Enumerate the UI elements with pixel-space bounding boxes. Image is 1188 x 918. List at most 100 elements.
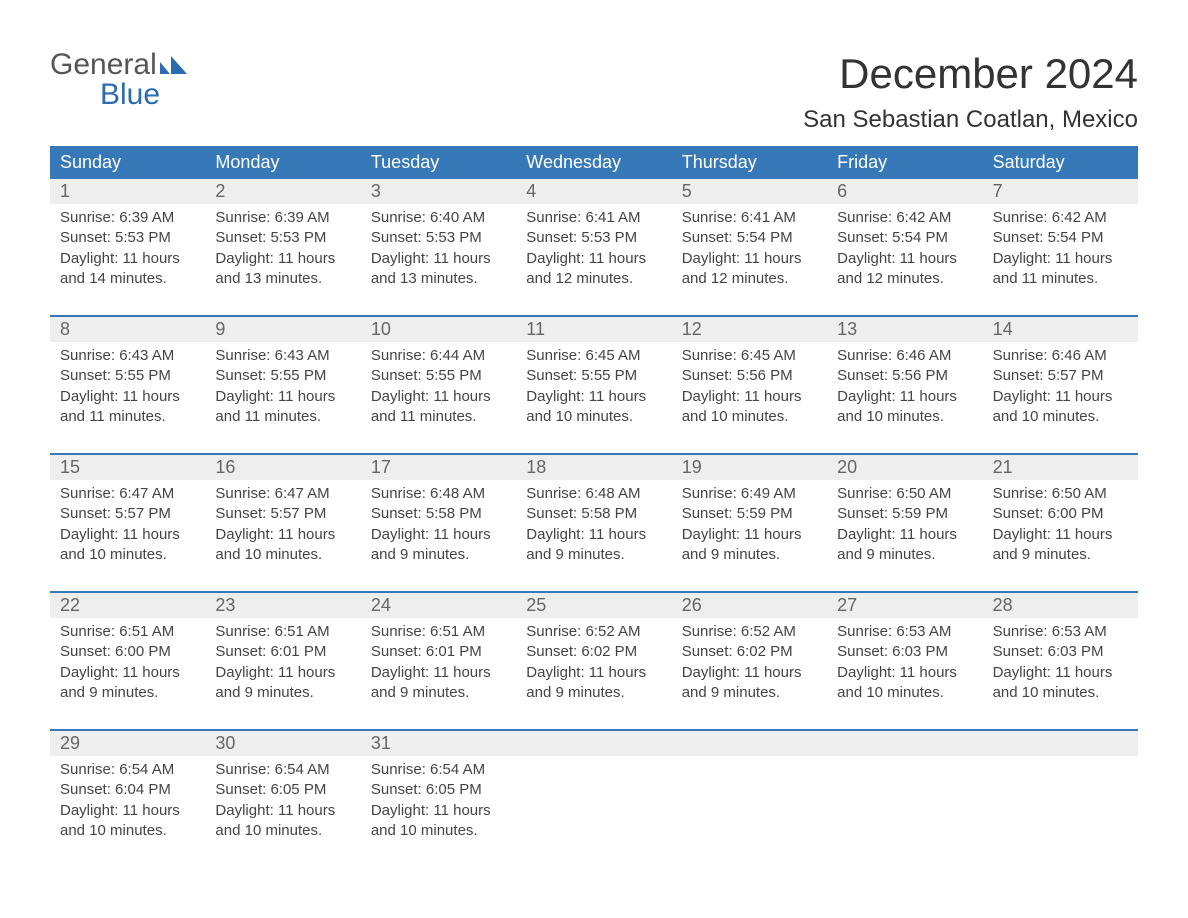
day-cell: Sunrise: 6:44 AMSunset: 5:55 PMDaylight:…: [361, 342, 516, 453]
day-dl1: Daylight: 11 hours: [993, 663, 1128, 683]
day-sunrise: Sunrise: 6:54 AM: [371, 760, 506, 780]
day-sunset: Sunset: 5:59 PM: [837, 504, 972, 524]
dayheader-mon: Monday: [205, 146, 360, 179]
dayheader-sat: Saturday: [983, 146, 1138, 179]
daynum: 25: [516, 593, 671, 618]
day-cell: Sunrise: 6:53 AMSunset: 6:03 PMDaylight:…: [983, 618, 1138, 729]
day-dl2: and 10 minutes.: [60, 545, 195, 565]
dayheader-tue: Tuesday: [361, 146, 516, 179]
daynum: 26: [672, 593, 827, 618]
day-cell: Sunrise: 6:45 AMSunset: 5:55 PMDaylight:…: [516, 342, 671, 453]
daynum: 22: [50, 593, 205, 618]
day-sunset: Sunset: 6:02 PM: [526, 642, 661, 662]
daynum: [827, 731, 982, 756]
day-sunset: Sunset: 5:56 PM: [837, 366, 972, 386]
day-dl1: Daylight: 11 hours: [215, 249, 350, 269]
day-dl1: Daylight: 11 hours: [215, 387, 350, 407]
location: San Sebastian Coatlan, Mexico: [803, 106, 1138, 134]
day-dl2: and 9 minutes.: [526, 545, 661, 565]
title-block: December 2024 San Sebastian Coatlan, Mex…: [803, 50, 1138, 134]
day-dl1: Daylight: 11 hours: [837, 525, 972, 545]
day-dl2: and 12 minutes.: [837, 269, 972, 289]
daynum-row: 293031: [50, 731, 1138, 756]
day-dl2: and 9 minutes.: [682, 683, 817, 703]
day-dl2: and 10 minutes.: [526, 407, 661, 427]
daynum: 4: [516, 179, 671, 204]
day-dl1: Daylight: 11 hours: [371, 801, 506, 821]
day-sunrise: Sunrise: 6:39 AM: [215, 208, 350, 228]
day-cell: Sunrise: 6:49 AMSunset: 5:59 PMDaylight:…: [672, 480, 827, 591]
day-dl1: Daylight: 11 hours: [60, 525, 195, 545]
page-title: December 2024: [803, 50, 1138, 98]
daynum: 23: [205, 593, 360, 618]
day-cell: Sunrise: 6:43 AMSunset: 5:55 PMDaylight:…: [50, 342, 205, 453]
daydata-row: Sunrise: 6:51 AMSunset: 6:00 PMDaylight:…: [50, 618, 1138, 729]
dayheader-fri: Friday: [827, 146, 982, 179]
day-sunrise: Sunrise: 6:45 AM: [526, 346, 661, 366]
daynum: 17: [361, 455, 516, 480]
day-dl1: Daylight: 11 hours: [371, 663, 506, 683]
day-sunset: Sunset: 5:55 PM: [215, 366, 350, 386]
day-dl1: Daylight: 11 hours: [526, 525, 661, 545]
day-cell: Sunrise: 6:45 AMSunset: 5:56 PMDaylight:…: [672, 342, 827, 453]
day-cell: Sunrise: 6:47 AMSunset: 5:57 PMDaylight:…: [205, 480, 360, 591]
day-dl1: Daylight: 11 hours: [215, 801, 350, 821]
day-sunset: Sunset: 6:02 PM: [682, 642, 817, 662]
day-cell: Sunrise: 6:42 AMSunset: 5:54 PMDaylight:…: [983, 204, 1138, 315]
day-dl2: and 10 minutes.: [60, 821, 195, 841]
daynum: 18: [516, 455, 671, 480]
day-dl1: Daylight: 11 hours: [60, 387, 195, 407]
daynum: [516, 731, 671, 756]
day-cell: Sunrise: 6:52 AMSunset: 6:02 PMDaylight:…: [516, 618, 671, 729]
day-sunset: Sunset: 5:53 PM: [526, 228, 661, 248]
day-cell: Sunrise: 6:48 AMSunset: 5:58 PMDaylight:…: [361, 480, 516, 591]
daynum: 29: [50, 731, 205, 756]
day-sunset: Sunset: 5:57 PM: [215, 504, 350, 524]
daynum: 11: [516, 317, 671, 342]
daydata-row: Sunrise: 6:39 AM Sunset: 5:53 PM Daylight:…: [50, 204, 1138, 315]
day-cell: Sunrise: 6:46 AMSunset: 5:56 PMDaylight:…: [827, 342, 982, 453]
day-sunrise: Sunrise: 6:40 AM: [371, 208, 506, 228]
day-sunset: Sunset: 5:53 PM: [60, 228, 195, 248]
daynum: 6: [827, 179, 982, 204]
daynum: 20: [827, 455, 982, 480]
daynum-row: 15161718192021: [50, 455, 1138, 480]
day-dl2: and 12 minutes.: [682, 269, 817, 289]
day-dl1: Daylight: 11 hours: [682, 387, 817, 407]
daynum: 5: [672, 179, 827, 204]
day-sunrise: Sunrise: 6:46 AM: [993, 346, 1128, 366]
day-sunset: Sunset: 5:54 PM: [837, 228, 972, 248]
day-sunrise: Sunrise: 6:45 AM: [682, 346, 817, 366]
calendar: Sunday Monday Tuesday Wednesday Thursday…: [50, 146, 1138, 867]
day-dl2: and 10 minutes.: [993, 683, 1128, 703]
dayheader-wed: Wednesday: [516, 146, 671, 179]
day-cell: [983, 756, 1138, 867]
daynum: 2: [205, 179, 360, 204]
day-dl1: Daylight: 11 hours: [371, 249, 506, 269]
day-sunset: Sunset: 5:58 PM: [371, 504, 506, 524]
day-dl2: and 9 minutes.: [993, 545, 1128, 565]
daynum: 19: [672, 455, 827, 480]
day-sunrise: Sunrise: 6:54 AM: [215, 760, 350, 780]
day-sunrise: Sunrise: 6:41 AM: [682, 208, 817, 228]
day-dl2: and 9 minutes.: [526, 683, 661, 703]
dayheader-sun: Sunday: [50, 146, 205, 179]
daynum-row: 891011121314: [50, 317, 1138, 342]
day-sunset: Sunset: 6:03 PM: [837, 642, 972, 662]
daydata-row: Sunrise: 6:47 AMSunset: 5:57 PMDaylight:…: [50, 480, 1138, 591]
day-sunset: Sunset: 5:55 PM: [526, 366, 661, 386]
day-dl2: and 9 minutes.: [682, 545, 817, 565]
day-dl2: and 9 minutes.: [60, 683, 195, 703]
day-cell: [827, 756, 982, 867]
day-sunset: Sunset: 5:56 PM: [682, 366, 817, 386]
day-dl1: Daylight: 11 hours: [837, 387, 972, 407]
day-dl2: and 10 minutes.: [837, 683, 972, 703]
day-cell: Sunrise: 6:52 AMSunset: 6:02 PMDaylight:…: [672, 618, 827, 729]
week: 891011121314Sunrise: 6:43 AMSunset: 5:55…: [50, 315, 1138, 453]
day-sunset: Sunset: 6:00 PM: [993, 504, 1128, 524]
daydata-row: Sunrise: 6:43 AMSunset: 5:55 PMDaylight:…: [50, 342, 1138, 453]
day-dl1: Daylight: 11 hours: [526, 387, 661, 407]
day-sunrise: Sunrise: 6:49 AM: [682, 484, 817, 504]
day-dl1: Daylight: 11 hours: [837, 249, 972, 269]
day-sunset: Sunset: 6:04 PM: [60, 780, 195, 800]
